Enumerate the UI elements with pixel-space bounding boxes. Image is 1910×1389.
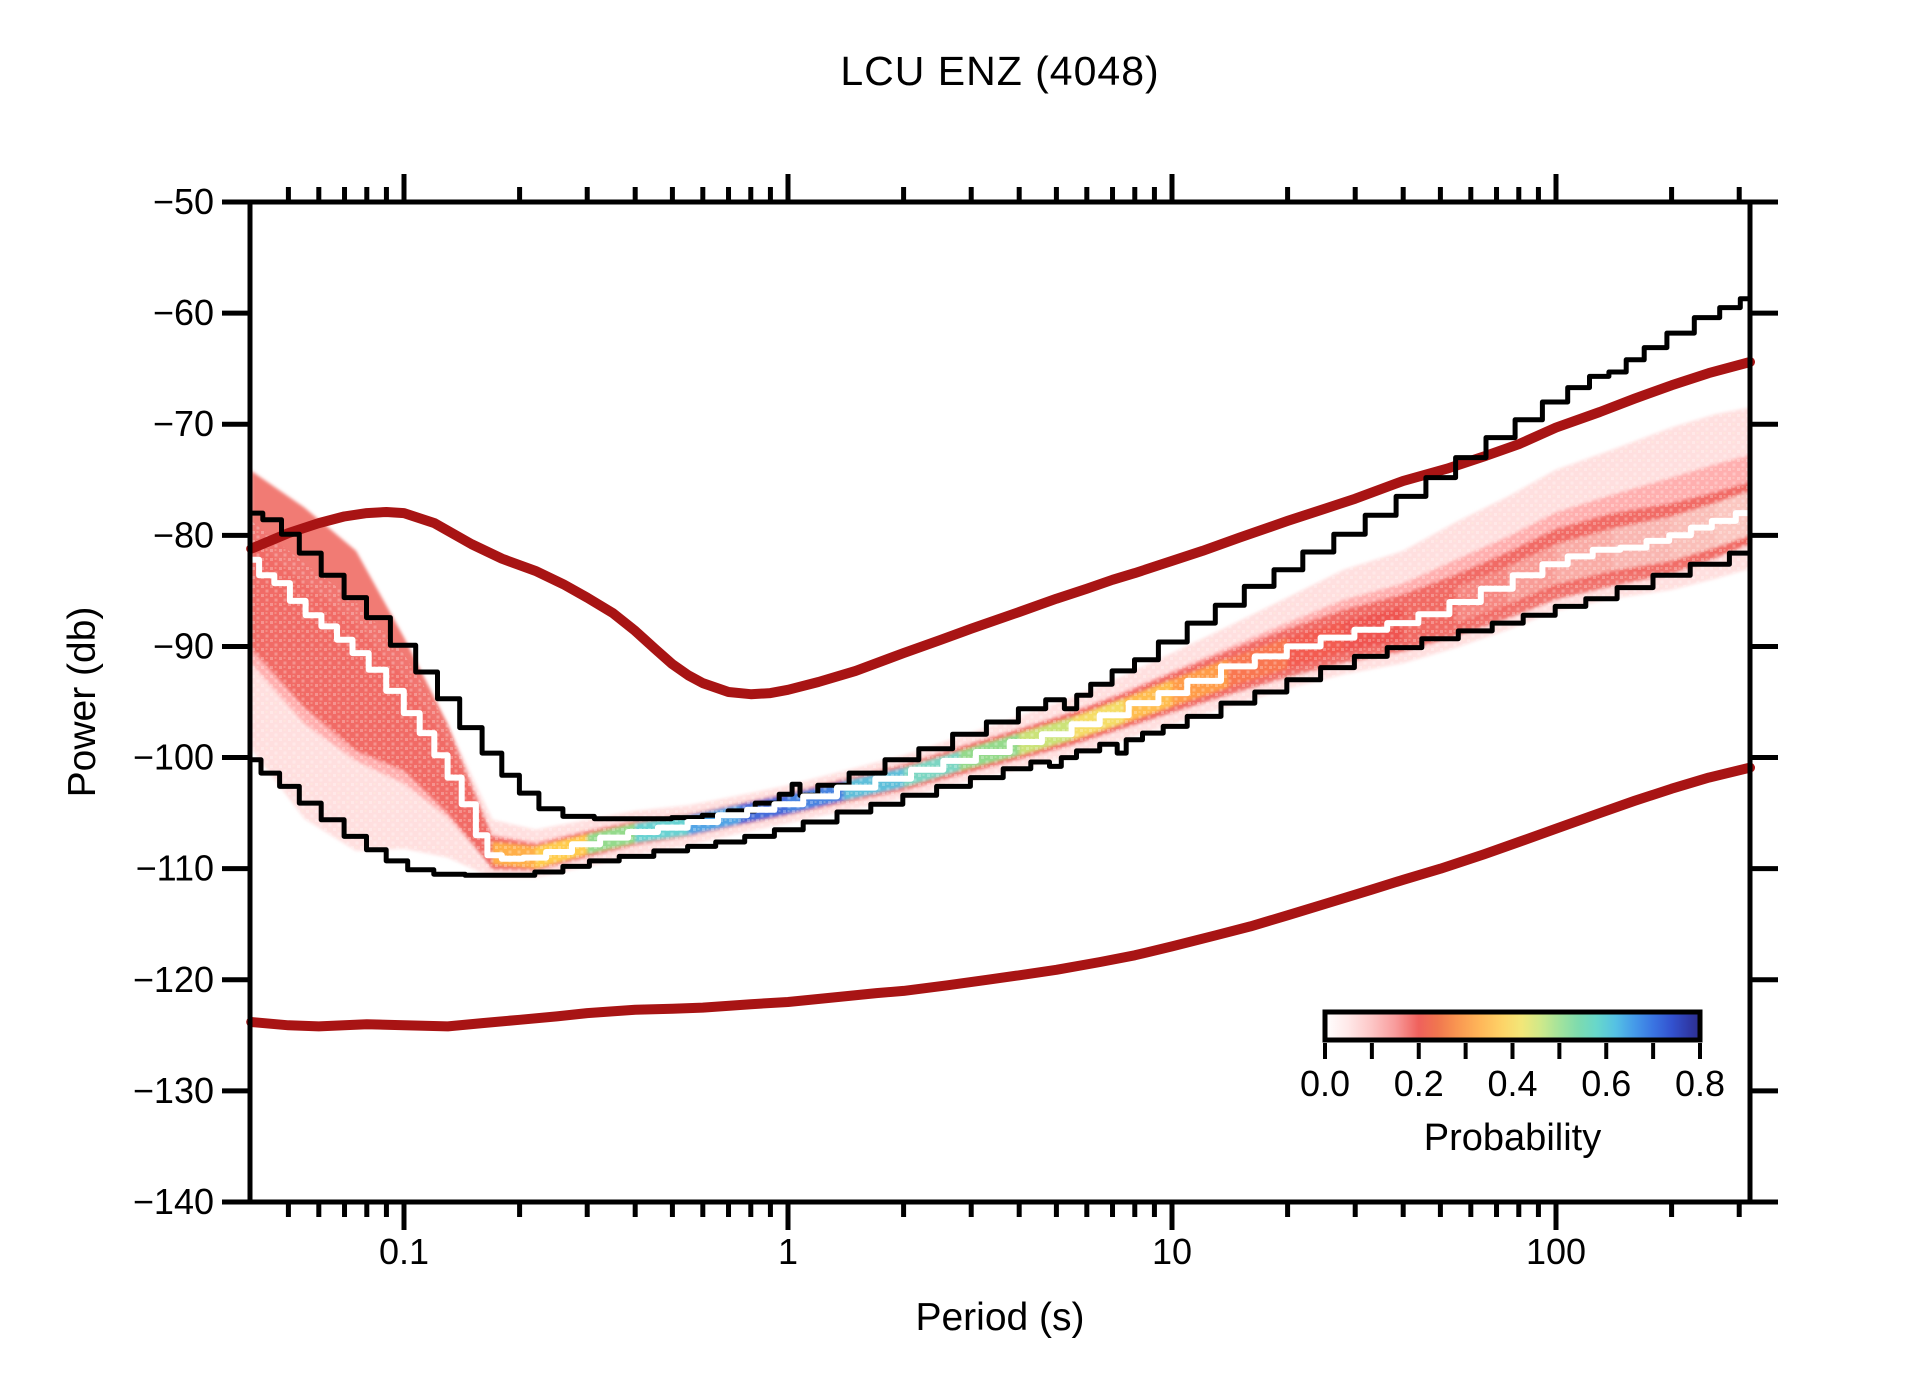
x-tick-label: 10	[1152, 1231, 1192, 1272]
colorbar-frame	[1322, 1009, 1703, 1043]
y-tick-label: −80	[153, 514, 214, 555]
dither-overlay	[251, 407, 1750, 878]
axis-ticks	[222, 174, 1778, 1230]
x-tick-label: 0.1	[379, 1231, 429, 1272]
colorbar-tick-label: 0.0	[1300, 1063, 1350, 1104]
colorbar-tick-label: 0.2	[1394, 1063, 1444, 1104]
chart-title: LCU ENZ (4048)	[840, 48, 1160, 94]
colorbar-title: Probability	[1424, 1117, 1601, 1159]
colorbar: 0.0 0.2 0.4 0.6 0.8 Probability	[1300, 1009, 1725, 1159]
x-axis-title: Period (s)	[915, 1296, 1085, 1339]
mode-curve	[248, 510, 1753, 862]
y-tick-label: −70	[153, 403, 214, 444]
plot-frame	[247, 199, 1753, 1205]
x-tick-label: 100	[1526, 1231, 1586, 1272]
colorbar-tick-label: 0.8	[1675, 1063, 1725, 1104]
low-noise-model-curve	[246, 762, 1755, 1032]
y-axis-title: Power (db)	[61, 606, 104, 798]
y-tick-label: −130	[133, 1070, 214, 1111]
y-tick-label: −120	[133, 959, 214, 1000]
colorbar-tick-label: 0.4	[1487, 1063, 1537, 1104]
y-tick-label: −100	[133, 737, 214, 778]
y-tick-label: −90	[153, 625, 214, 666]
max-envelope-curve	[248, 296, 1753, 822]
y-tick-label: −110	[136, 848, 214, 889]
y-tick-label: −140	[133, 1181, 214, 1222]
min-envelope-curve	[248, 550, 1753, 878]
y-tick-label: −60	[153, 292, 214, 333]
y-tick-label: −50	[153, 181, 214, 222]
x-tick-label: 1	[778, 1231, 798, 1272]
high-noise-model-curve	[246, 357, 1755, 700]
colorbar-tick-label: 0.6	[1581, 1063, 1631, 1104]
